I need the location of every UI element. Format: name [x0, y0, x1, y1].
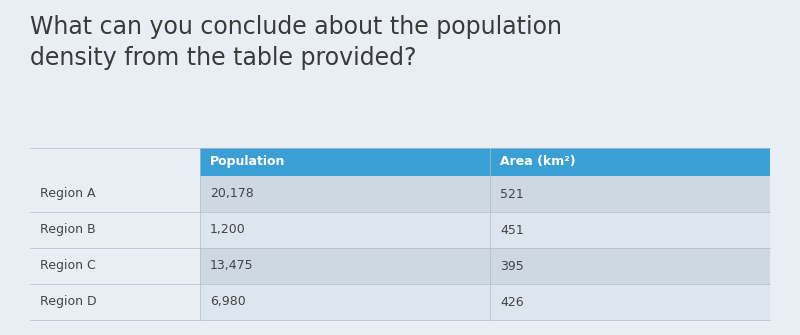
Text: Region D: Region D: [40, 295, 97, 309]
Text: 20,178: 20,178: [210, 188, 254, 201]
Bar: [490, 148, 770, 176]
Text: 395: 395: [500, 260, 524, 272]
Text: Area (km²): Area (km²): [500, 155, 576, 169]
Text: 13,475: 13,475: [210, 260, 254, 272]
Bar: [30, 212, 200, 248]
Text: 426: 426: [500, 295, 524, 309]
Text: 6,980: 6,980: [210, 295, 246, 309]
Bar: [490, 176, 770, 212]
Text: 451: 451: [500, 223, 524, 237]
Bar: [30, 176, 200, 212]
Text: What can you conclude about the population
density from the table provided?: What can you conclude about the populati…: [30, 15, 562, 70]
Bar: [490, 248, 770, 284]
Bar: [30, 284, 200, 320]
Text: 1,200: 1,200: [210, 223, 246, 237]
Bar: [200, 148, 490, 176]
Text: 521: 521: [500, 188, 524, 201]
Bar: [30, 148, 200, 176]
Bar: [200, 176, 490, 212]
Bar: [490, 284, 770, 320]
Bar: [30, 248, 200, 284]
Text: Region B: Region B: [40, 223, 96, 237]
Text: Region A: Region A: [40, 188, 95, 201]
Bar: [200, 284, 490, 320]
Bar: [200, 212, 490, 248]
Text: Population: Population: [210, 155, 286, 169]
Bar: [200, 248, 490, 284]
Bar: [490, 212, 770, 248]
Text: Region C: Region C: [40, 260, 96, 272]
